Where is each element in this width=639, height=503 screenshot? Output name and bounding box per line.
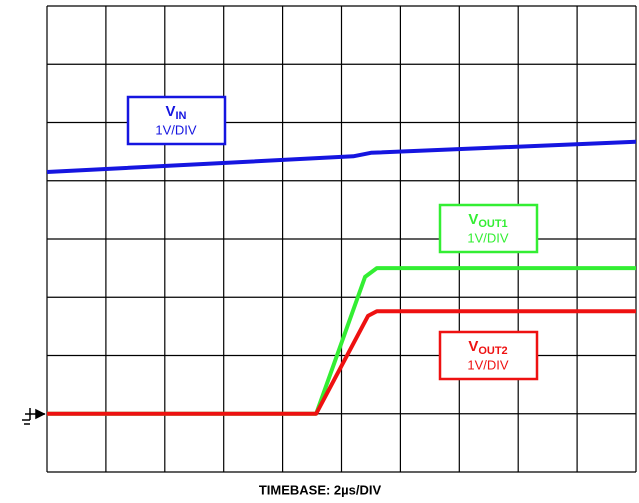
legend-label: VOUT2 xyxy=(468,338,507,357)
legend-box xyxy=(438,203,539,254)
legend-subscript: OUT1 xyxy=(478,218,507,230)
legend-scale: 1V/DIV xyxy=(467,357,509,372)
ground-symbol xyxy=(22,408,46,425)
legend-name: V xyxy=(468,211,478,228)
series-line xyxy=(47,309,636,416)
series-line xyxy=(46,139,637,175)
legend-name: V xyxy=(165,103,175,120)
legend-name: V xyxy=(468,338,478,355)
legend-scale: 1V/DIV xyxy=(155,122,197,137)
legend-label: VOUT1 xyxy=(468,211,507,230)
legend-box xyxy=(126,95,227,146)
chart-title: TIMEBASE: 2µs/DIV xyxy=(259,482,382,497)
legend-scale: 1V/DIV xyxy=(467,230,509,245)
legend-subscript: IN xyxy=(176,110,187,122)
legend-subscript: OUT2 xyxy=(478,345,507,357)
legend-label: VIN xyxy=(165,103,186,122)
legend-box xyxy=(438,330,539,381)
